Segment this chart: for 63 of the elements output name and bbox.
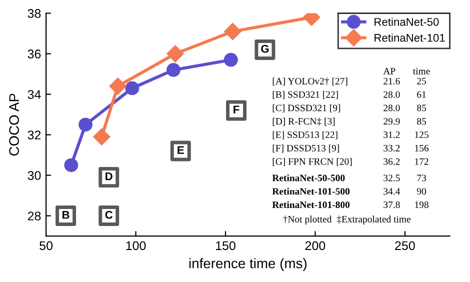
annotation: [C] DSSD321 [9]	[272, 104, 340, 112]
annotation: [D] R-FCN‡ [3]	[272, 118, 335, 126]
annotation: 172	[415, 158, 428, 165]
annotation: 25	[417, 78, 426, 84]
annotation: AP	[383, 68, 396, 74]
annotation: [E] SSD513 [22]	[272, 131, 338, 140]
annotation: 85	[417, 118, 426, 125]
legend-label: RetinaNet-101	[374, 34, 445, 42]
legend-label: RetinaNet-50	[374, 18, 439, 26]
point	[93, 128, 110, 146]
annotation: 37.8	[384, 201, 400, 208]
annotation: 32.5	[384, 174, 400, 182]
annotation: 21.6	[384, 78, 400, 84]
annotation: RetinaNet-101-500	[272, 188, 350, 195]
y-tick-label: 28	[28, 212, 41, 220]
annotation: RetinaNet-50-500	[272, 174, 345, 182]
y-axis-title: COCO AP	[9, 94, 19, 156]
y-tick-label: 38	[28, 9, 41, 18]
x-tick-label: 150	[216, 241, 236, 250]
annotation: 29.9	[384, 118, 400, 125]
point	[166, 45, 184, 62]
annotation: 90	[416, 188, 426, 195]
point	[224, 22, 242, 40]
y-tick-label: 30	[28, 171, 41, 180]
annotation: 28.0	[384, 91, 400, 98]
data-label: E	[178, 146, 184, 154]
y-tick-label: 36	[28, 50, 41, 58]
annotation: 61	[417, 91, 426, 98]
annotation: [A] YOLOv2† [27]	[272, 78, 348, 86]
y-tick-label: 34	[28, 90, 41, 99]
annotation: [B] SSD321 [22]	[272, 90, 338, 100]
point	[109, 78, 126, 95]
data-label: F	[234, 106, 240, 114]
point	[78, 118, 92, 132]
point	[125, 81, 140, 96]
data-label: D	[106, 172, 112, 180]
annotation: 36.2	[384, 158, 400, 165]
x-tick-label: 200	[305, 241, 326, 250]
point	[64, 158, 78, 172]
x-tick-label: 100	[126, 241, 146, 250]
x-axis-title: inference time (ms)	[189, 258, 306, 272]
data-label: B	[62, 211, 70, 219]
annotation: 31.2	[384, 132, 400, 138]
point	[224, 52, 238, 67]
annotation: 198	[415, 201, 428, 208]
data-label: G	[261, 44, 269, 53]
annotation: 73	[417, 174, 426, 182]
annotation: 33.2	[384, 144, 400, 152]
annotation: time	[412, 68, 430, 74]
x-tick-label: 50	[40, 241, 53, 250]
annotation: 34.4	[384, 188, 400, 195]
x-tick-label: 250	[395, 241, 415, 250]
annotation: RetinaNet-101-800	[272, 201, 350, 208]
point	[166, 63, 180, 77]
annotation: †Not plotted ‡Extrapolated time	[283, 216, 410, 224]
annotation: [F] DSSD513 [9]	[272, 144, 339, 153]
annotation: 125	[415, 132, 428, 138]
annotation: [G] FPN FRCN [20]	[272, 158, 352, 166]
annotation: 85	[417, 104, 426, 112]
annotation: 28.0	[384, 104, 400, 112]
data-label: C	[105, 210, 113, 219]
y-tick-label: 32	[28, 130, 41, 140]
annotation: 156	[415, 144, 429, 152]
